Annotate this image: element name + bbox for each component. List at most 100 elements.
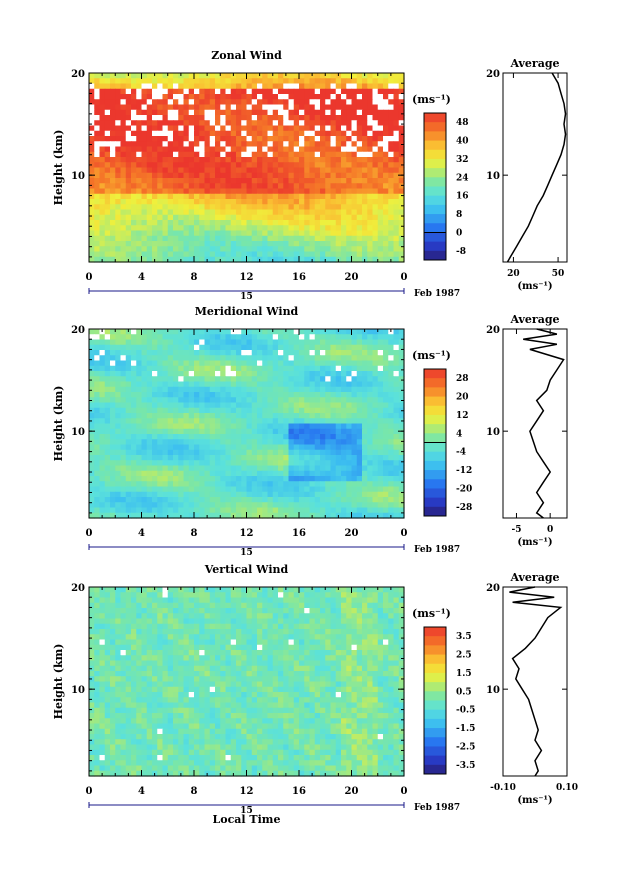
profile-unit: (ms⁻¹) <box>517 795 552 806</box>
colorbar-segment <box>424 700 446 711</box>
colorbar-segment <box>424 460 446 471</box>
x-tick-label: 4 <box>138 528 145 539</box>
date-bar-ends <box>88 802 405 808</box>
colorbar-tick-label: 28 <box>456 374 469 384</box>
colorbar-segment <box>424 718 446 729</box>
colorbar-tick-label: 0 <box>456 228 462 238</box>
x-tick-label: 8 <box>191 528 198 539</box>
colorbar-tick-label: -28 <box>456 503 472 513</box>
colorbar-tick-label: 16 <box>456 192 469 202</box>
x-tick-label: 0 <box>401 528 408 539</box>
panel-2: Meridional Wind 0 4 8 12 16 20 0 20 10 Height (km)… <box>52 305 568 558</box>
y-tick-label: 20 <box>71 583 85 594</box>
colorbar-segment <box>424 414 446 425</box>
x-tick-label: 4 <box>138 272 145 283</box>
colorbar-tick-label: 4 <box>456 429 462 439</box>
y-tick-label: 20 <box>71 69 85 80</box>
colorbar-unit: (ms⁻¹) <box>412 607 451 620</box>
colorbar-segment <box>424 497 446 508</box>
colorbar-tick-label: -12 <box>456 466 472 476</box>
colorbar-segment <box>424 113 446 123</box>
colorbar-tick-label: -0.5 <box>456 706 475 716</box>
profile-x-tick-label: -0.10 <box>490 783 516 793</box>
colorbar-segment <box>424 214 446 224</box>
colorbar-segment <box>424 645 446 656</box>
profile-unit: (ms⁻¹) <box>517 281 552 292</box>
colorbar: 48 40 32 24 16 8 0 -8 <box>423 112 469 261</box>
colorbar-segment <box>424 223 446 233</box>
colorbar-tick-label: 24 <box>456 173 469 183</box>
panel-title: Meridional Wind <box>195 305 299 318</box>
colorbar-tick-label: -4 <box>456 448 466 458</box>
average-profile: Average 20 10 -0.10 0.10 (ms⁻¹) <box>486 571 578 806</box>
colorbar-tick-label: -3.5 <box>456 761 475 771</box>
x-tick-label: 0 <box>401 272 408 283</box>
colorbar-segment <box>424 122 446 132</box>
date-label: 15 <box>240 806 253 816</box>
colorbar-segment <box>424 442 446 453</box>
colorbar-segment <box>424 755 446 766</box>
colorbar-tick-label: 32 <box>456 155 469 165</box>
colorbar-segment <box>424 168 446 178</box>
colorbar-segment <box>424 470 446 480</box>
y-axis-label: Height (km) <box>52 386 65 462</box>
colorbar-unit: (ms⁻¹) <box>412 93 451 106</box>
panel-3: Vertical Wind 0 4 8 12 16 20 0 20 10 Height (km) 15… <box>52 563 578 826</box>
profile-x-tick-label: 0.10 <box>556 783 578 793</box>
colorbar-tick-label: 1.5 <box>456 669 472 679</box>
colorbar-unit: (ms⁻¹) <box>412 349 451 362</box>
x-tick-label: 0 <box>86 272 93 283</box>
profile-unit: (ms⁻¹) <box>517 537 552 548</box>
colorbar-segment <box>424 241 446 252</box>
profile-frame <box>502 586 568 777</box>
colorbar-segment <box>424 746 446 757</box>
profile-frame <box>502 72 568 263</box>
x-tick-label: 20 <box>345 786 359 797</box>
x-tick-label: 20 <box>345 272 359 283</box>
y-tick-label: 10 <box>71 685 85 696</box>
colorbar-tick-label: 20 <box>456 393 469 403</box>
colorbar: 28 20 12 4 -4 -12 -20 -28 <box>423 368 472 517</box>
x-axis-label: Local Time <box>213 813 281 826</box>
colorbar-segment <box>424 204 446 215</box>
colorbar-segment <box>424 682 446 692</box>
x-tick-label: 20 <box>345 528 359 539</box>
profile-title: Average <box>509 57 559 70</box>
colorbar-tick-label: 40 <box>456 137 469 147</box>
colorbar-segment <box>424 737 446 747</box>
y-tick-label: 10 <box>71 427 85 438</box>
month-label: Feb 1987 <box>414 803 460 813</box>
colorbar-segment <box>424 672 446 683</box>
profile-y-tick-label: 20 <box>486 583 500 594</box>
colorbar-tick-label: 3.5 <box>456 632 472 642</box>
panel-title: Vertical Wind <box>204 563 289 576</box>
colorbar-frame <box>423 626 447 775</box>
x-tick-label: 8 <box>191 786 198 797</box>
profile-frame <box>502 328 568 519</box>
colorbar-tick-label: 48 <box>456 118 469 128</box>
date-bar-ends <box>88 288 405 294</box>
heatmap-field <box>89 73 405 263</box>
month-label: Feb 1987 <box>414 545 460 555</box>
colorbar-tick-label: -8 <box>456 247 466 257</box>
colorbar-segment <box>424 158 446 169</box>
colorbar-segment <box>424 177 446 187</box>
date-label: 15 <box>240 292 253 302</box>
profile-y-tick-label: 20 <box>486 69 500 80</box>
colorbar-segment <box>424 479 446 489</box>
profile-title: Average <box>509 571 559 584</box>
average-profile: Average 20 10 20 50(ms⁻¹) <box>486 57 568 292</box>
colorbar-segment <box>424 728 446 738</box>
colorbar-segment <box>424 636 446 646</box>
colorbar-segment <box>424 764 446 775</box>
heatmap-field <box>89 587 405 777</box>
colorbar-segment <box>424 654 446 665</box>
y-tick-label: 20 <box>71 325 85 336</box>
colorbar-segment <box>424 433 446 443</box>
colorbar: 3.5 2.5 1.5 0.5 -0.5 -1.5 -2.5 -3.5 <box>423 626 475 775</box>
profile-line <box>523 328 565 519</box>
profile-x-tick-label: -5 <box>511 525 521 535</box>
x-tick-label: 12 <box>240 272 254 283</box>
